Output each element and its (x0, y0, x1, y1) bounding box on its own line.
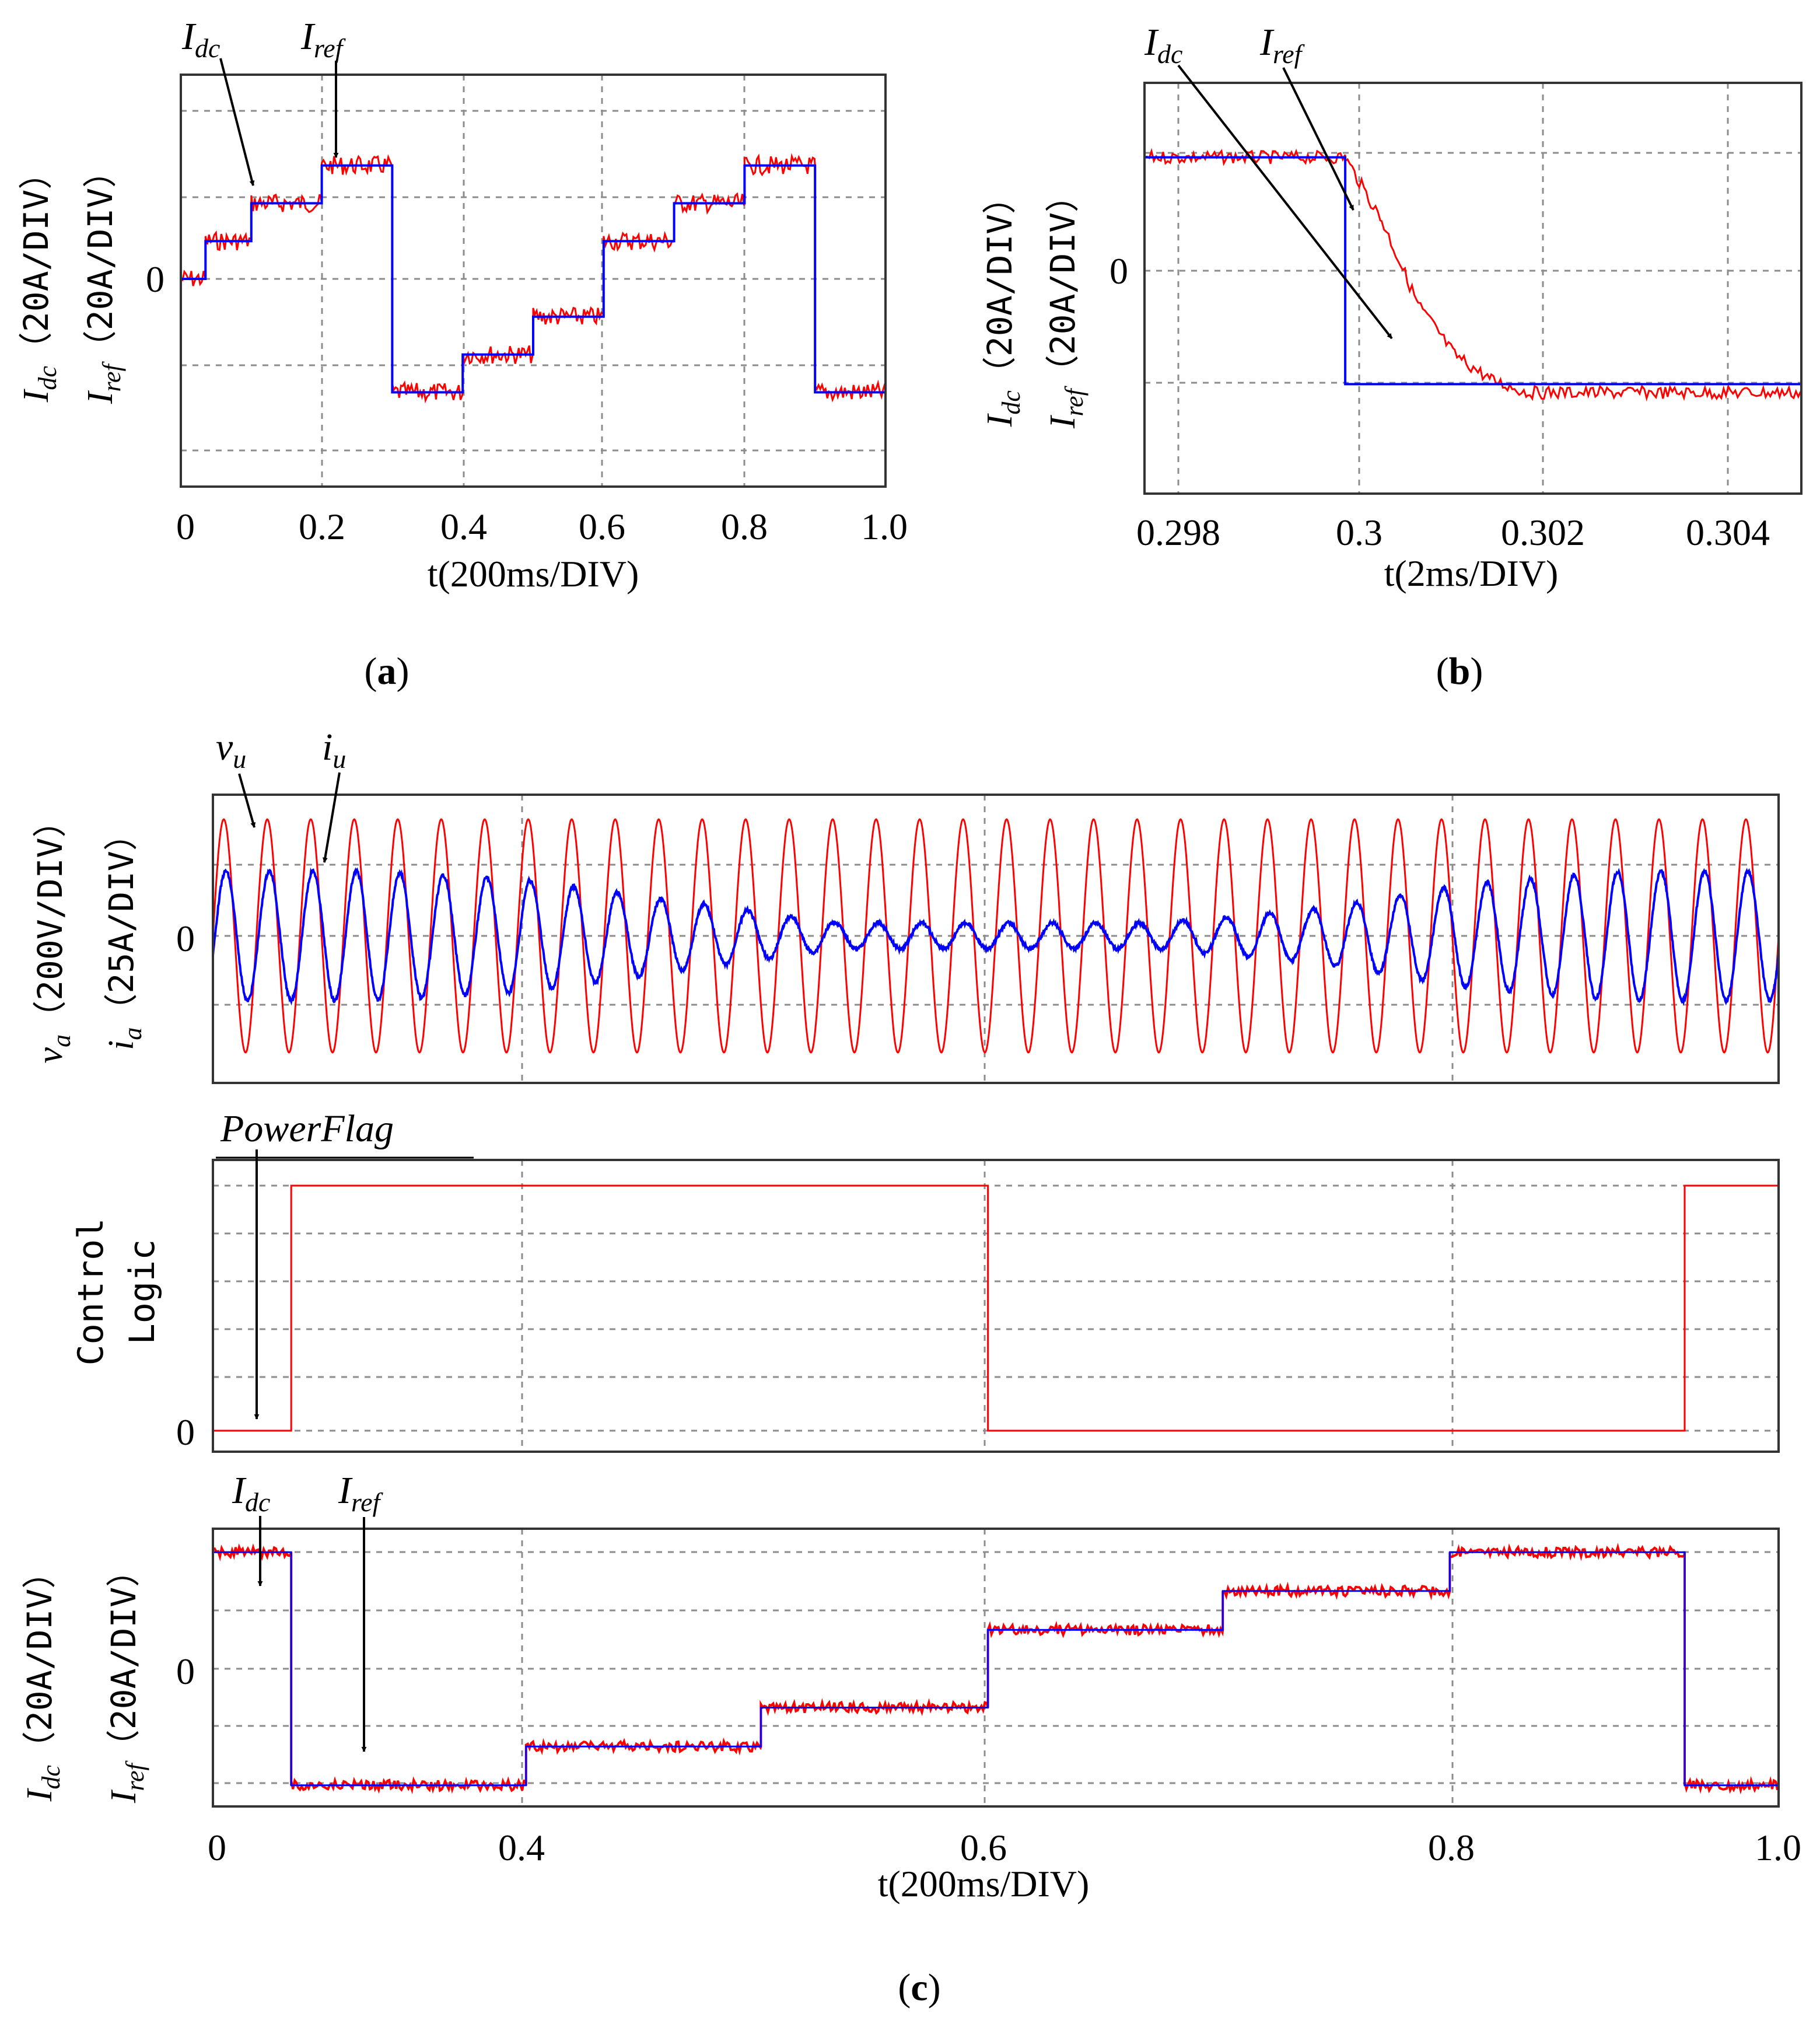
panel-a: 0 0 0.2 0.4 0.6 0.8 1.0 t(200ms/DIV) Idc… (16, 15, 908, 693)
idc-trace (212, 1543, 1779, 1795)
svg-text:Idc（20A/DIV）: Idc（20A/DIV） (980, 180, 1026, 428)
svg-text:Iref（20A/DIV）: Iref（20A/DIV） (80, 154, 126, 404)
panel-c-top: 0 va（200V/DIV） ia（25A/DIV） vu iu (30, 726, 1780, 1084)
panel-c-bottom-annotation-idc: Idc (232, 1469, 270, 1517)
panel-b-frame (1143, 82, 1803, 495)
panel-c-middle-traces (213, 1184, 1779, 1432)
panel-c-annotation-vu: vu (216, 726, 246, 774)
voltage-trace (212, 818, 1780, 1054)
svg-text:ia（25A/DIV）: ia（25A/DIV） (102, 817, 147, 1050)
panel-a-traces (180, 153, 886, 404)
panel-b-annotation-iref: Iref (1259, 21, 1306, 69)
panel-b-traces (1144, 148, 1802, 402)
panel-b-y-axis-label-1: Idc（20A/DIV） (980, 180, 1026, 428)
ylab-subscript: dc (33, 366, 62, 390)
x-tick-label: 0.298 (1136, 512, 1220, 553)
current-trace (212, 867, 1780, 1006)
x-tick-label: 0 (208, 1827, 226, 1868)
panel-b-annotation-idc: Idc (1144, 21, 1182, 69)
panel-b-caption: (b) (1436, 650, 1483, 693)
x-tick-label: 0.302 (1501, 512, 1585, 553)
panel-a-annotation-iref: Iref (300, 15, 346, 63)
logic-label: Logic (122, 1239, 163, 1345)
x-tick-label: 0 (176, 506, 195, 547)
panel-c-x-axis-label: t(200ms/DIV) (878, 1863, 1090, 1904)
panel-b-arrow-iref (1282, 67, 1354, 211)
panel-b-arrow-idc (1177, 64, 1393, 340)
panel-c-top-frame (212, 794, 1780, 1084)
svg-text:Iref（20A/DIV）: Iref（20A/DIV） (104, 1553, 149, 1804)
panel-c-caption: (c) (898, 1966, 940, 2009)
panel-a-arrow-idc (219, 58, 255, 186)
panel-a-frame (180, 74, 887, 488)
panel-a-grid (181, 75, 886, 487)
panel-c-annotation-iu: iu (322, 726, 346, 774)
panel-c-bottom-y-axis-label-1: Idc（20A/DIV） (20, 1555, 65, 1802)
panel-a-caption: (a) (365, 650, 410, 693)
panel-c-x-ticks: 0 0.4 0.6 0.8 1.0 (208, 1827, 1801, 1868)
x-tick-label: 1.0 (1755, 1827, 1801, 1868)
panel-c-bottom: 0 Idc（20A/DIV） Iref（20A/DIV） Idc Iref 0 … (20, 1469, 1801, 2009)
svg-text:Idc（20A/DIV）: Idc（20A/DIV） (16, 156, 62, 403)
x-tick-label: 0.3 (1336, 512, 1382, 553)
x-tick-label: 0.4 (498, 1827, 545, 1868)
svg-text:Iref（20A/DIV）: Iref（20A/DIV） (1043, 179, 1088, 429)
iref-trace (213, 1551, 1779, 1787)
iref-trace (181, 164, 886, 394)
powerflag-trace (213, 1184, 1779, 1432)
panel-c-bottom-annotation-iref: Iref (338, 1469, 384, 1517)
panel-c-middle-grid (213, 1160, 1779, 1452)
panel-c-bottom-traces (212, 1543, 1779, 1795)
panel-c-middle-y-axis-label: Control Logic (71, 1218, 163, 1366)
panel-b-x-ticks: 0.298 0.3 0.302 0.304 (1136, 512, 1770, 553)
panel-c-middle-frame (212, 1159, 1780, 1453)
ylab-subscript: ref (97, 361, 126, 392)
panel-a-x-axis-label: t(200ms/DIV) (428, 553, 639, 595)
panel-b-grid (1144, 83, 1801, 494)
x-tick-label: 0.8 (721, 506, 768, 547)
panel-c-bottom-grid (213, 1529, 1779, 1806)
x-tick-label: 0.4 (440, 506, 487, 547)
panel-a-y-axis-label-1: Idc（20A/DIV） (16, 156, 62, 403)
x-tick-label: 0.2 (299, 506, 345, 547)
x-tick-label: 0.6 (960, 1827, 1007, 1868)
svg-text:Idc（20A/DIV）: Idc（20A/DIV） (20, 1555, 65, 1802)
panel-a-zero-label: 0 (146, 258, 164, 300)
panel-c-top-zero-label: 0 (176, 918, 195, 959)
panel-c-bottom-frame (212, 1528, 1780, 1808)
ylab-symbol: I (80, 390, 120, 404)
panel-c-annotation-powerflag: PowerFlag (220, 1107, 394, 1150)
panel-c-top-y-axis-label-2: ia（25A/DIV） (102, 817, 147, 1050)
panel-c-top-traces (212, 818, 1780, 1054)
panel-b: 0 0.298 0.3 0.302 0.304 t(2ms/DIV) Idc（2… (980, 21, 1803, 693)
control-label: Control (71, 1218, 111, 1366)
panel-b-zero-label: 0 (1110, 250, 1128, 292)
panel-c-arrow-vu (238, 773, 256, 828)
panel-b-y-axis-label-2: Iref（20A/DIV） (1043, 179, 1088, 429)
ylab-unit: （20A/DIV） (16, 156, 56, 366)
panel-a-x-ticks: 0 0.2 0.4 0.6 0.8 1.0 (176, 506, 908, 547)
panel-b-x-axis-label: t(2ms/DIV) (1384, 553, 1559, 594)
svg-text:va（200V/DIV）: va（200V/DIV） (30, 804, 76, 1064)
panel-c-middle-zero-label: 0 (176, 1411, 195, 1453)
x-tick-label: 1.0 (861, 506, 908, 547)
panel-c-arrow-iu (322, 772, 341, 863)
x-tick-label: 0.6 (579, 506, 625, 547)
idc-trace (1144, 148, 1802, 402)
x-tick-label: 0.304 (1686, 512, 1770, 553)
x-tick-label: 0.8 (1428, 1827, 1475, 1868)
ylab-symbol: I (16, 388, 56, 403)
iref-trace (1144, 156, 1801, 386)
panel-a-y-axis-label-2: Iref（20A/DIV） (80, 154, 126, 404)
panel-c-top-y-axis-label-1: va（200V/DIV） (30, 804, 76, 1064)
ylab-unit: （20A/DIV） (80, 154, 120, 364)
panel-c-bottom-zero-label: 0 (176, 1651, 195, 1692)
panel-c-bottom-y-axis-label-2: Iref（20A/DIV） (104, 1553, 149, 1804)
panel-a-annotation-idc: Idc (181, 15, 220, 63)
panel-c-middle: 0 Control Logic PowerFlag (71, 1107, 1780, 1453)
